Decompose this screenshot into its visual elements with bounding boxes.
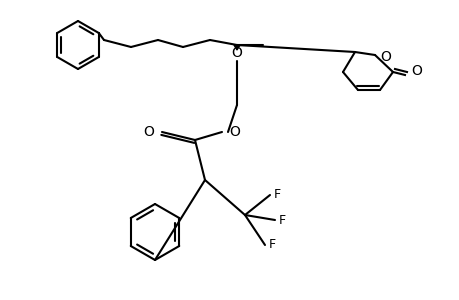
Text: O: O — [143, 125, 154, 139]
Text: O: O — [379, 50, 390, 64]
Text: F: F — [279, 214, 285, 226]
Text: O: O — [410, 64, 421, 78]
Text: O: O — [231, 46, 242, 60]
Text: O: O — [229, 125, 239, 139]
Text: F: F — [269, 238, 275, 251]
Polygon shape — [234, 45, 240, 50]
Text: F: F — [274, 188, 280, 202]
